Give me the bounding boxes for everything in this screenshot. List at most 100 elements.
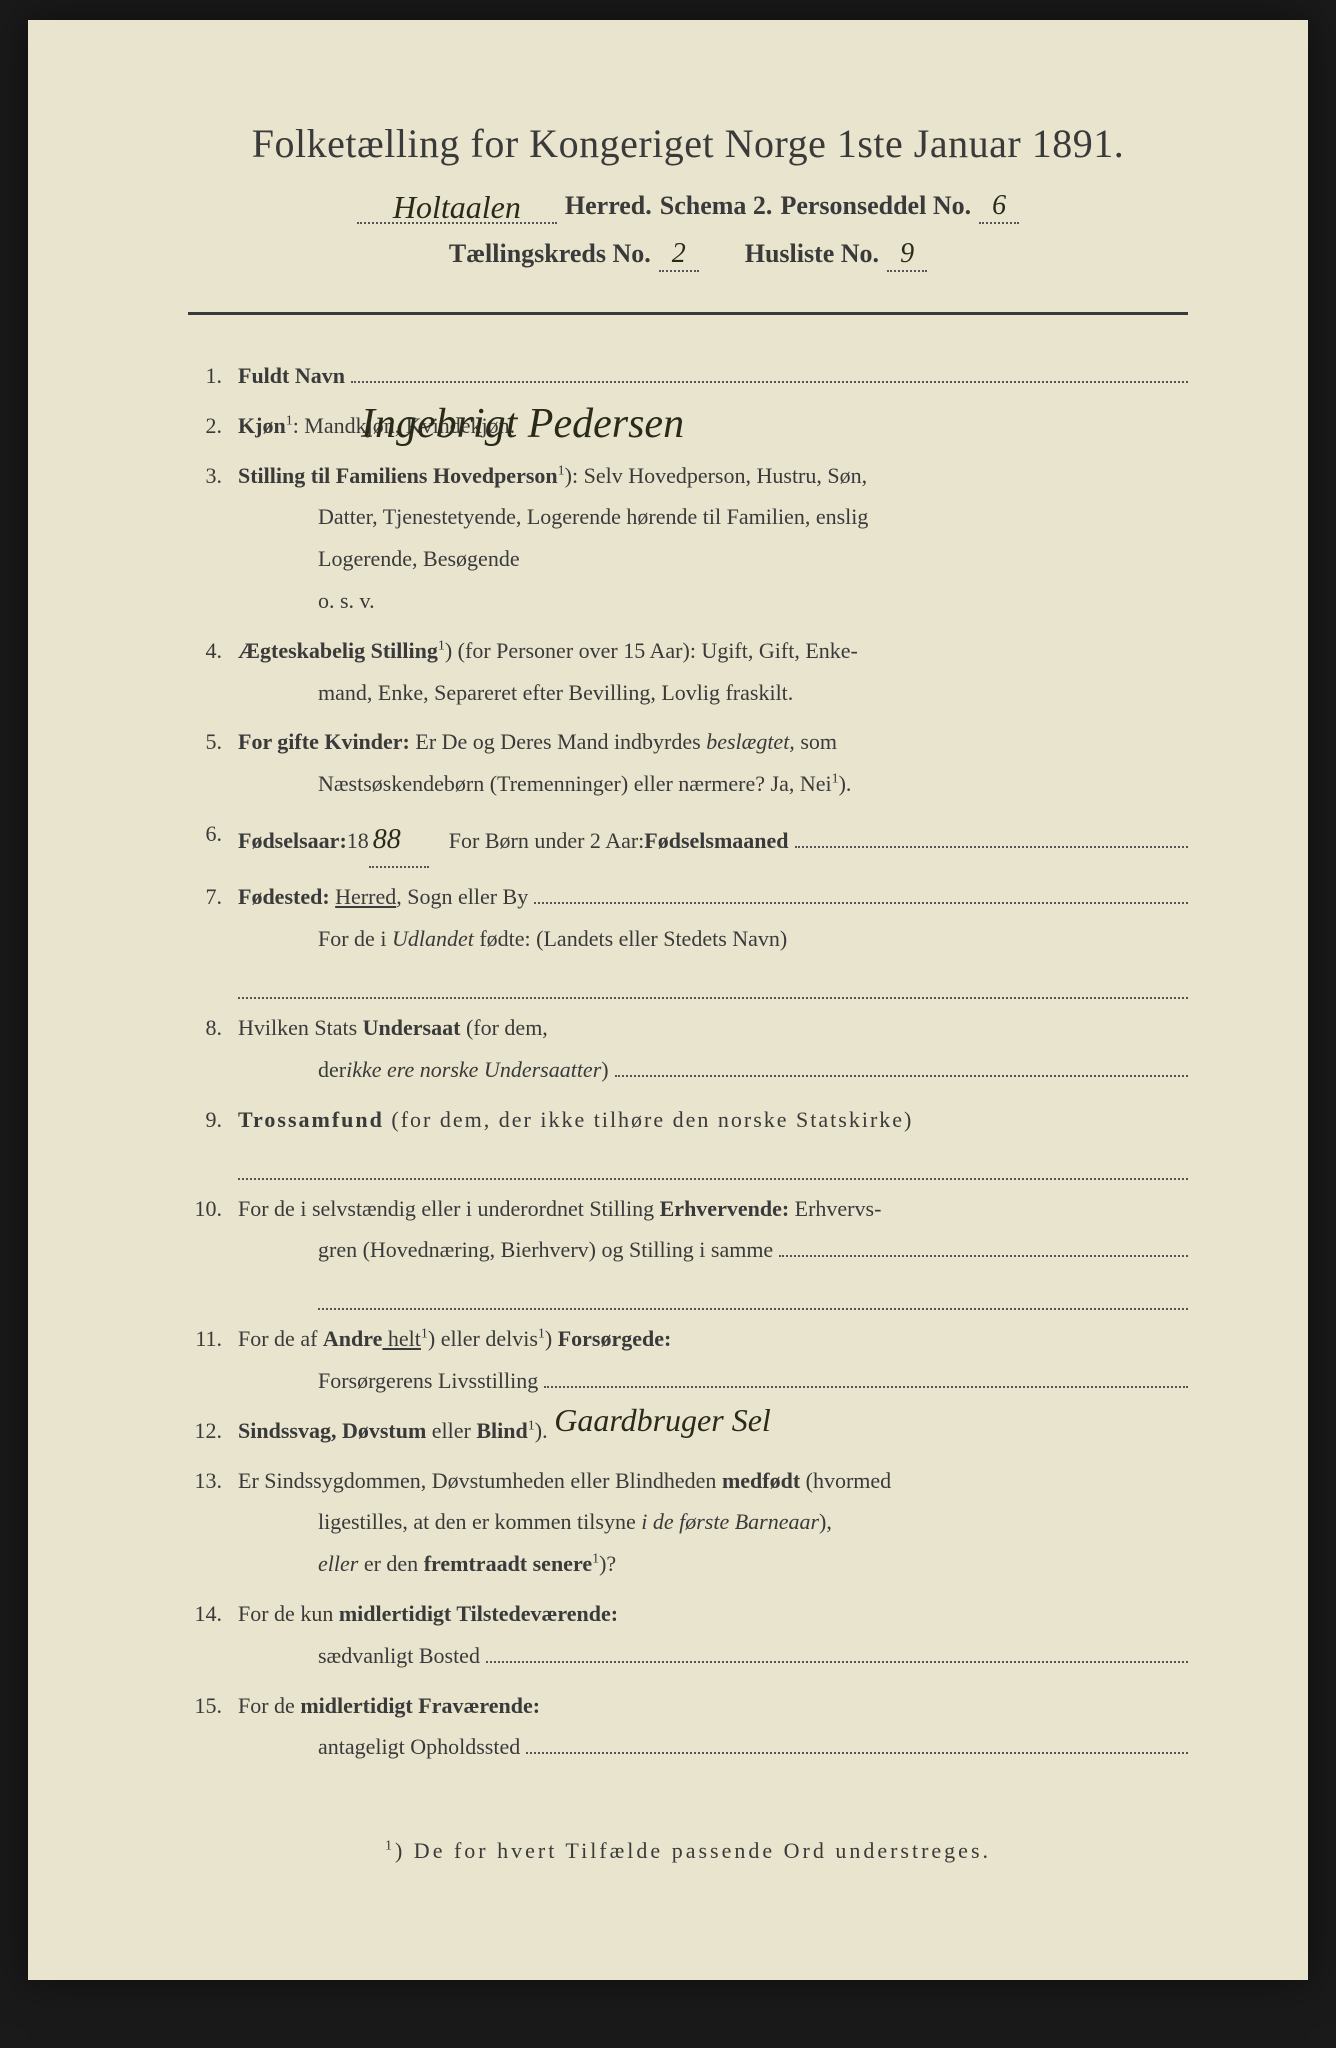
cont1: mand, Enke, Separeret efter Bevilling, L… bbox=[238, 672, 1188, 714]
label: Undersaat bbox=[363, 1015, 461, 1040]
cont1a: For de i bbox=[318, 926, 392, 951]
footnote-text: ) De for hvert Tilfælde passende Ord und… bbox=[395, 1838, 991, 1863]
item-num: 10. bbox=[188, 1188, 238, 1230]
item-num: 6. bbox=[188, 813, 238, 855]
text: Er De og Deres Mand indbyrdes bbox=[410, 729, 706, 754]
cont1b: ), bbox=[819, 1509, 832, 1534]
cont1-row: gren (Hovednæring, Bierhverv) og Stillin… bbox=[238, 1229, 1188, 1271]
item-content: Hvilken Stats Undersaat (for dem, der ik… bbox=[238, 1007, 1188, 1091]
text-a: For de bbox=[238, 1693, 300, 1718]
label: midlertidigt Tilstedeværende: bbox=[339, 1601, 618, 1626]
husliste-value: 9 bbox=[900, 238, 914, 269]
underlined: Herred bbox=[335, 876, 396, 918]
name-field: Ingebrigt Pedersen bbox=[351, 381, 1188, 383]
text: ): Selv Hovedperson, Hustru, Søn, bbox=[565, 463, 867, 488]
item-1: 1. Fuldt Navn Ingebrigt Pedersen bbox=[188, 355, 1188, 397]
cont1-italic: Udlandet bbox=[392, 926, 474, 951]
text: (for dem, der ikke tilhøre den norske St… bbox=[384, 1107, 913, 1132]
cont2-italic: eller bbox=[318, 1551, 358, 1576]
personseddel-field: 6 bbox=[979, 190, 1019, 224]
footnote: 1) De for hvert Tilfælde passende Ord un… bbox=[188, 1838, 1188, 1864]
bold-a: Andre bbox=[323, 1326, 383, 1351]
cont2-row: eller er den fremtraadt senere1)? bbox=[238, 1543, 1188, 1585]
cont1-sup: 1 bbox=[832, 772, 839, 787]
form-header: Folketælling for Kongeriget Norge 1ste J… bbox=[188, 120, 1188, 272]
sup: 1 bbox=[438, 638, 445, 653]
cont1-row: Næstsøskendebørn (Tremenninger) eller næ… bbox=[238, 763, 1188, 805]
item-content: Er Sindssygdommen, Døvstumheden eller Bl… bbox=[238, 1460, 1188, 1585]
item-content: For de i selvstændig eller i underordnet… bbox=[238, 1188, 1188, 1311]
text-a: For de i selvstændig eller i underordnet… bbox=[238, 1196, 660, 1221]
form-subheader2: Tællingskreds No. 2 Husliste No. 9 bbox=[188, 238, 1188, 272]
label: Fuldt Navn bbox=[238, 355, 345, 397]
item-13: 13. Er Sindssygdommen, Døvstumheden elle… bbox=[188, 1460, 1188, 1585]
cont1: sædvanligt Bosted bbox=[318, 1635, 480, 1677]
text: ) (for Personer over 15 Aar): Ugift, Gif… bbox=[445, 638, 858, 663]
sup-a: 1 bbox=[421, 1327, 428, 1342]
label: Trossamfund bbox=[238, 1107, 384, 1132]
item-content: Ægteskabelig Stilling1) (for Personer ov… bbox=[238, 630, 1188, 714]
residence-field bbox=[486, 1661, 1188, 1663]
label: Sindssvag, Døvstum bbox=[238, 1418, 426, 1443]
occupation-field bbox=[779, 1255, 1188, 1257]
italic: beslægtet, bbox=[706, 729, 795, 754]
label: Fødselsaar: bbox=[238, 820, 347, 862]
herred-value: Holtaalen bbox=[393, 189, 521, 225]
cont1a: ligestilles, at den er kommen tilsyne bbox=[318, 1509, 641, 1534]
item-7: 7. Fødested: Herred, Sogn eller By For d… bbox=[188, 876, 1188, 999]
tallingskreds-field: 2 bbox=[659, 238, 699, 272]
cont1: Næstsøskendebørn (Tremenninger) eller næ… bbox=[318, 771, 832, 796]
provider-field: Gaardbruger Sel bbox=[544, 1386, 1188, 1388]
text-a: For de kun bbox=[238, 1601, 339, 1626]
personseddel-value: 6 bbox=[992, 190, 1006, 221]
item-content: For de midlertidigt Fraværende: antageli… bbox=[238, 1685, 1188, 1769]
blank-line bbox=[318, 1275, 1188, 1310]
cont1a: der bbox=[318, 1049, 346, 1091]
label: Stilling til Familiens Hovedperson bbox=[238, 463, 558, 488]
item-num: 11. bbox=[188, 1318, 238, 1360]
year-prefix: 18 bbox=[347, 820, 369, 862]
text-b: (for dem, bbox=[460, 1015, 547, 1040]
sup: 1 bbox=[286, 413, 293, 428]
item-11: 11. For de af Andre helt1) eller delvis1… bbox=[188, 1318, 1188, 1402]
item-3: 3. Stilling til Familiens Hovedperson1):… bbox=[188, 455, 1188, 622]
row: Fødested: Herred, Sogn eller By bbox=[238, 876, 1188, 918]
item-6: 6. Fødselsaar: 1888 For Børn under 2 Aar… bbox=[188, 813, 1188, 868]
cont1: gren (Hovednæring, Bierhverv) og Stillin… bbox=[318, 1229, 773, 1271]
item-content: Trossamfund (for dem, der ikke tilhøre d… bbox=[238, 1099, 1188, 1180]
label: For gifte Kvinder: bbox=[238, 729, 410, 754]
text-b: Erhvervs- bbox=[789, 1196, 881, 1221]
text-a: eller bbox=[426, 1418, 476, 1443]
cont1-row: Forsørgerens LivsstillingGaardbruger Sel bbox=[238, 1360, 1188, 1402]
item-num: 8. bbox=[188, 1007, 238, 1049]
text-c: ) bbox=[545, 1326, 558, 1351]
cont1-row: antageligt Opholdssted bbox=[238, 1726, 1188, 1768]
cont1: Datter, Tjenestetyende, Logerende hørend… bbox=[238, 496, 1188, 538]
item-9: 9. Trossamfund (for dem, der ikke tilhør… bbox=[188, 1099, 1188, 1180]
birthplace-field bbox=[534, 902, 1188, 904]
cont1-row: sædvanligt Bosted bbox=[238, 1635, 1188, 1677]
text-a: For de af bbox=[238, 1326, 323, 1351]
cont2-bold: fremtraadt senere bbox=[424, 1551, 592, 1576]
cont2: Logerende, Besøgende bbox=[238, 538, 1188, 580]
label: midlertidigt Fraværende: bbox=[300, 1693, 540, 1718]
label: Forsørgede: bbox=[558, 1326, 672, 1351]
header-divider bbox=[188, 312, 1188, 315]
sup: 1 bbox=[558, 463, 565, 478]
sup: 1 bbox=[528, 1419, 535, 1434]
item-15: 15. For de midlertidigt Fraværende: anta… bbox=[188, 1685, 1188, 1769]
item-content: Fødested: Herred, Sogn eller By For de i… bbox=[238, 876, 1188, 999]
cont1: antageligt Opholdssted bbox=[318, 1726, 520, 1768]
cont3: o. s. v. bbox=[238, 580, 1188, 622]
whereabouts-field bbox=[526, 1752, 1188, 1754]
item-4: 4. Ægteskabelig Stilling1) (for Personer… bbox=[188, 630, 1188, 714]
label: Erhvervende: bbox=[660, 1196, 790, 1221]
item-14: 14. For de kun midlertidigt Tilstedevære… bbox=[188, 1593, 1188, 1677]
personseddel-label: Personseddel No. bbox=[780, 191, 971, 221]
text-a: Hvilken Stats bbox=[238, 1015, 363, 1040]
item-num: 1. bbox=[188, 355, 238, 397]
blank-line bbox=[238, 964, 1188, 999]
item-num: 5. bbox=[188, 721, 238, 763]
item-8: 8. Hvilken Stats Undersaat (for dem, der… bbox=[188, 1007, 1188, 1091]
cont2b: )? bbox=[599, 1551, 616, 1576]
